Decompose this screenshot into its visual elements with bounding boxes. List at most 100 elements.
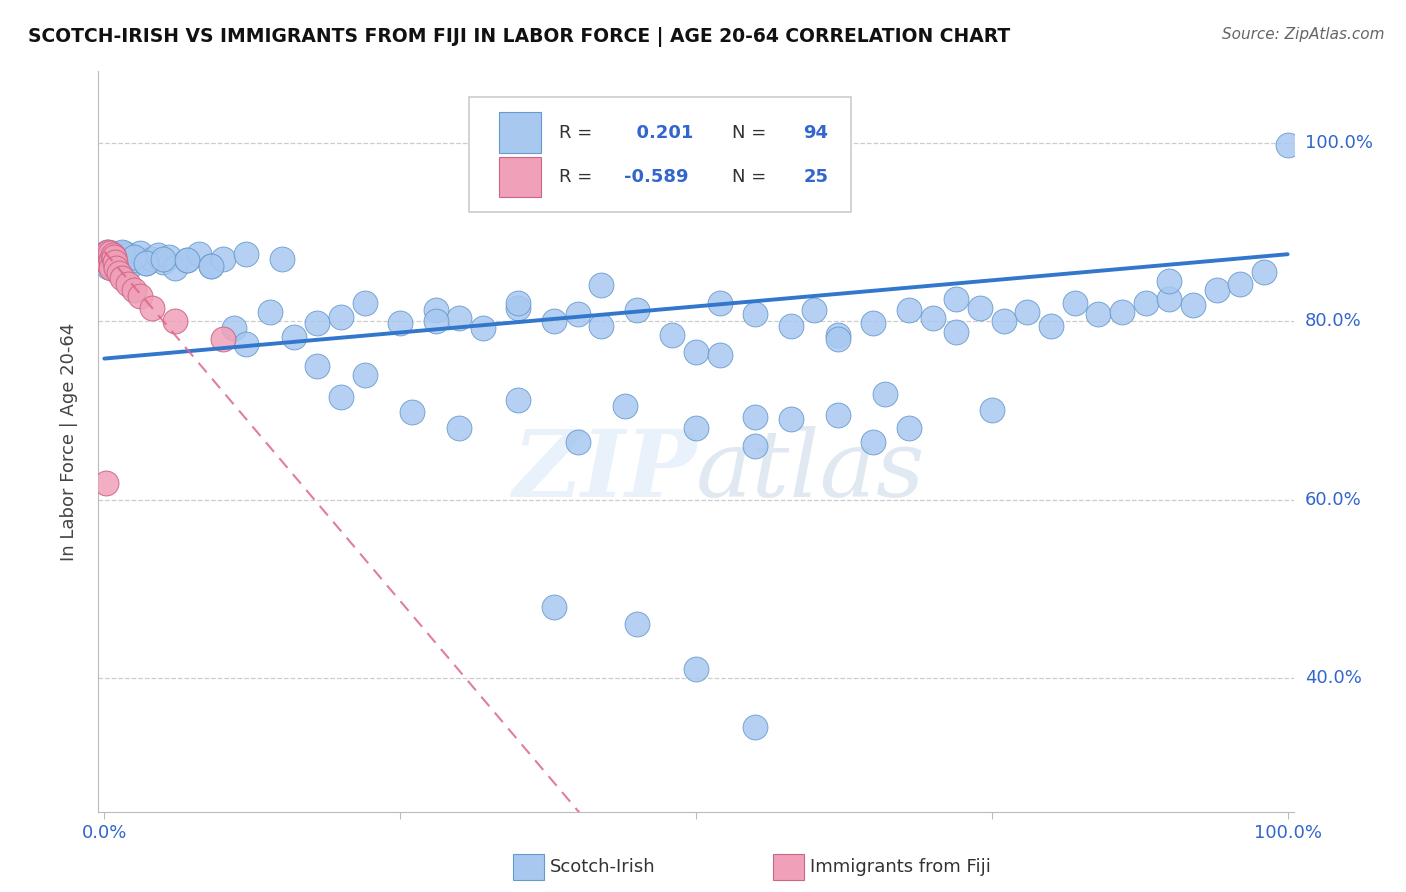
Point	[508, 296, 530, 310]
Point	[591, 318, 613, 333]
Point	[1017, 305, 1039, 319]
Point	[111, 271, 134, 285]
Point	[1277, 137, 1299, 152]
Text: atlas: atlas	[696, 426, 925, 516]
Text: R =: R =	[558, 169, 598, 186]
Point	[200, 259, 222, 273]
Point	[567, 434, 589, 449]
Point	[827, 408, 849, 422]
Text: 94: 94	[804, 124, 828, 142]
Point	[614, 399, 637, 413]
Point	[235, 247, 257, 261]
Point	[96, 250, 118, 264]
Point	[94, 476, 117, 491]
Text: 25: 25	[804, 169, 828, 186]
Point	[827, 332, 849, 346]
Point	[744, 439, 766, 453]
Point	[104, 255, 127, 269]
Point	[97, 244, 120, 259]
Point	[259, 305, 281, 319]
Point	[108, 256, 131, 270]
Text: SCOTCH-IRISH VS IMMIGRANTS FROM FIJI IN LABOR FORCE | AGE 20-64 CORRELATION CHAR: SCOTCH-IRISH VS IMMIGRANTS FROM FIJI IN …	[28, 27, 1011, 46]
Point	[100, 260, 122, 275]
Point	[100, 253, 122, 268]
Point	[211, 252, 233, 266]
Point	[98, 250, 121, 264]
Point	[1205, 283, 1227, 297]
Point	[685, 662, 707, 676]
Point	[97, 256, 120, 270]
Point	[449, 421, 471, 435]
Point	[100, 253, 122, 268]
Point	[224, 321, 246, 335]
Point	[117, 248, 139, 262]
Point	[709, 296, 731, 310]
Point	[165, 260, 187, 275]
Point	[330, 390, 353, 404]
Point	[101, 248, 124, 262]
Point	[122, 250, 145, 264]
Point	[1181, 298, 1204, 312]
Point	[591, 278, 613, 293]
Point	[508, 392, 530, 407]
Point	[97, 260, 120, 274]
Y-axis label: In Labor Force | Age 20-64: In Labor Force | Age 20-64	[59, 322, 77, 561]
Point	[98, 246, 121, 260]
Point	[270, 252, 292, 266]
Point	[96, 250, 118, 264]
Point	[875, 387, 897, 401]
Text: Source: ZipAtlas.com: Source: ZipAtlas.com	[1222, 27, 1385, 42]
Point	[211, 332, 233, 346]
Point	[307, 316, 329, 330]
Point	[105, 253, 128, 268]
Point	[176, 253, 198, 268]
Point	[98, 246, 121, 260]
Text: 60.0%: 60.0%	[1305, 491, 1361, 508]
Point	[897, 303, 920, 318]
Point	[330, 310, 353, 324]
Bar	[499, 112, 541, 153]
Text: 80.0%: 80.0%	[1305, 312, 1361, 330]
Point	[1063, 296, 1085, 310]
Point	[98, 257, 121, 271]
Point	[98, 248, 121, 262]
Point	[353, 296, 375, 310]
Point	[107, 266, 129, 280]
Point	[135, 256, 157, 270]
Point	[685, 345, 707, 359]
Point	[897, 421, 920, 435]
Point	[803, 303, 825, 318]
Point	[165, 314, 187, 328]
Point	[1135, 296, 1157, 310]
Point	[128, 246, 150, 260]
Point	[1039, 318, 1062, 333]
Point	[94, 253, 117, 268]
Point	[921, 310, 943, 325]
Point	[862, 434, 884, 449]
Point	[389, 316, 412, 330]
Point	[425, 314, 447, 328]
Point	[111, 244, 134, 259]
Point	[141, 252, 163, 266]
Point	[626, 303, 648, 318]
Point	[744, 410, 766, 425]
Point	[141, 301, 163, 315]
Point	[98, 259, 121, 273]
Text: N =: N =	[733, 124, 772, 142]
Point	[98, 252, 121, 267]
Point	[103, 250, 125, 264]
Point	[353, 368, 375, 382]
Point	[112, 252, 135, 266]
Point	[1087, 307, 1109, 321]
Point	[188, 247, 211, 261]
Point	[862, 316, 884, 330]
Point	[543, 599, 565, 614]
Point	[157, 250, 180, 264]
Point	[744, 307, 766, 321]
Text: ZIP: ZIP	[512, 426, 696, 516]
Point	[94, 247, 117, 261]
Point	[472, 321, 495, 335]
Point	[103, 258, 125, 272]
Point	[100, 250, 122, 264]
Point	[401, 405, 423, 419]
